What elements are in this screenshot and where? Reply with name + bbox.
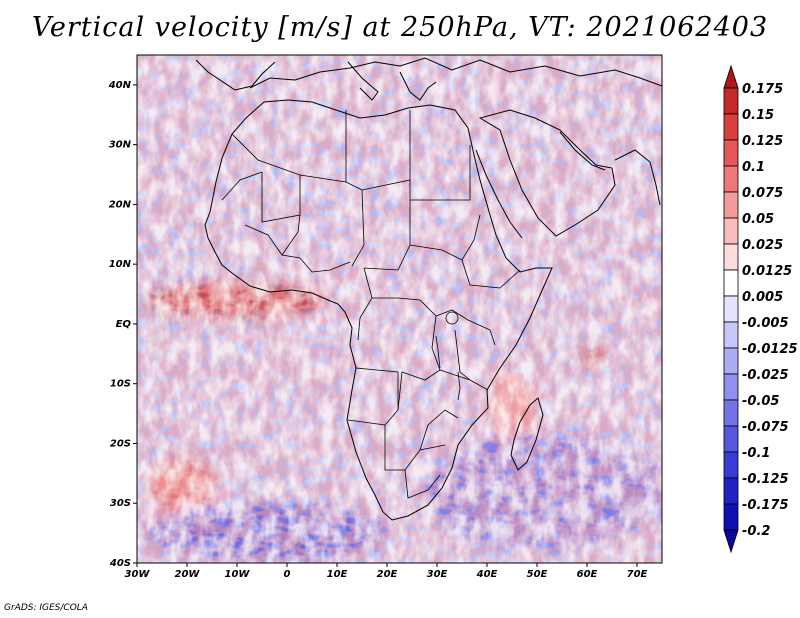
border-line xyxy=(357,267,373,341)
colorbar-label: 0.05 xyxy=(742,212,774,227)
colorbar-swatch xyxy=(723,87,739,115)
border-line xyxy=(221,171,263,201)
lat-tick-label: 30S xyxy=(110,498,131,509)
colorbar-swatch xyxy=(723,139,739,167)
colorbar-label: -0.025 xyxy=(742,368,789,383)
colorbar-swatch xyxy=(723,269,739,297)
africa-coastline xyxy=(204,99,553,521)
lon-tick-label: 60E xyxy=(577,569,598,580)
colorbar-label: 0.025 xyxy=(742,238,783,253)
greece-coastline xyxy=(399,71,437,101)
colorbar-label: 0.0125 xyxy=(742,264,792,279)
border-line xyxy=(372,297,437,317)
lon-tick-label: 40E xyxy=(476,569,498,580)
lat-tick-label: 40S xyxy=(109,558,131,569)
colorbar-label: 0.175 xyxy=(742,82,783,97)
colorbar-label: -0.005 xyxy=(742,316,789,331)
lon-tick-label: 20W xyxy=(175,569,201,580)
border-line xyxy=(419,409,459,451)
lat-tick-label: 20N xyxy=(109,199,132,210)
colorbar-swatch xyxy=(723,321,739,349)
colorbar-label: -0.1 xyxy=(742,446,770,461)
lon-tick-label: 20E xyxy=(377,569,398,580)
colorbar-label: -0.175 xyxy=(742,498,789,513)
field-texture-white xyxy=(137,55,662,563)
colorbar-swatch xyxy=(723,477,739,505)
colorbar-label: -0.0125 xyxy=(742,342,798,357)
lon-tick-label: 70E xyxy=(627,569,648,580)
colorbar-swatch xyxy=(723,191,739,219)
border-line xyxy=(281,214,301,256)
border-line xyxy=(454,329,471,381)
lake-victoria xyxy=(445,311,459,325)
colorbar-swatch xyxy=(723,451,739,479)
country-borders xyxy=(221,110,521,499)
border-line xyxy=(435,309,496,346)
red-sea-coastline xyxy=(475,149,523,239)
arabia-coastline xyxy=(478,109,616,237)
lake-tanganyika xyxy=(435,335,441,369)
lon-tick-label: 30W xyxy=(125,569,151,580)
colorbar-label: 0.005 xyxy=(742,290,783,305)
colorbar-swatch xyxy=(723,165,739,193)
map-title: Vertical velocity [m/s] at 250hPa, VT: 2… xyxy=(31,12,769,43)
longitude-axis: 30W 20W 10W 0 10E 20E 30E 40E 50E 60E 70E xyxy=(125,563,648,580)
colorbar-swatch xyxy=(723,243,739,271)
lakes xyxy=(435,311,461,401)
italy-coastline xyxy=(347,61,379,101)
colorbar-swatch xyxy=(723,425,739,453)
colorbar-swatch xyxy=(723,399,739,427)
colorbar-top-triangle xyxy=(723,64,739,89)
lat-tick-label: 40N xyxy=(108,80,132,91)
colorbar-label: -0.075 xyxy=(742,420,789,435)
lat-tick-label: 10N xyxy=(109,259,132,270)
lat-tick-label: 10S xyxy=(110,379,131,390)
persian-gulf-coastline xyxy=(559,131,606,171)
border-line xyxy=(397,315,441,411)
border-line xyxy=(410,145,471,201)
lake-malawi xyxy=(457,371,461,401)
colorbar-label: 0.125 xyxy=(742,134,783,149)
europe-coastline xyxy=(249,57,662,89)
colorbar-swatch xyxy=(723,373,739,401)
lon-tick-label: 30E xyxy=(427,569,448,580)
lon-tick-label: 10E xyxy=(327,569,348,580)
colorbar-swatch xyxy=(723,295,739,323)
vertical-velocity-field xyxy=(137,55,662,563)
colorbar-swatch xyxy=(723,347,739,375)
iberia-coastline xyxy=(195,59,276,91)
border-line xyxy=(404,469,441,499)
lon-tick-label: 50E xyxy=(527,569,548,580)
colorbar: 0.175 0.15 0.125 0.1 0.075 0.05 0.025 0.0125 0.0… xyxy=(723,64,798,554)
colorbar-bottom-triangle xyxy=(723,529,739,554)
border-line xyxy=(244,224,351,273)
colorbar-label: -0.125 xyxy=(742,472,789,487)
colorbar-swatch xyxy=(723,503,739,531)
border-line xyxy=(363,180,411,271)
colorbar-swatch xyxy=(723,113,739,141)
colorbar-label: 0.1 xyxy=(742,160,765,175)
coastlines xyxy=(195,57,662,521)
border-line xyxy=(347,367,399,426)
south-asia-coastline xyxy=(614,149,661,206)
colorbar-label: 0.15 xyxy=(742,108,774,123)
plot-frame xyxy=(136,54,663,564)
colorbar-label: -0.2 xyxy=(742,524,770,539)
colorbar-swatch xyxy=(723,217,739,245)
latitude-axis: 40N 30N 20N 10N EQ 10S 20S 30S 40S xyxy=(108,80,137,569)
colorbar-label: 0.075 xyxy=(742,186,783,201)
lon-tick-label: 0 xyxy=(284,569,291,580)
lat-tick-label: 30N xyxy=(109,140,132,151)
colorbar-label: -0.05 xyxy=(742,394,779,409)
border-line xyxy=(231,133,301,223)
border-line xyxy=(461,259,521,289)
lat-tick-label: EQ xyxy=(116,319,132,330)
madagascar-coastline xyxy=(510,397,544,471)
lon-tick-label: 10W xyxy=(225,569,251,580)
grads-credit: GrADS: IGES/COLA xyxy=(4,603,88,613)
lat-tick-label: 20S xyxy=(110,438,131,449)
